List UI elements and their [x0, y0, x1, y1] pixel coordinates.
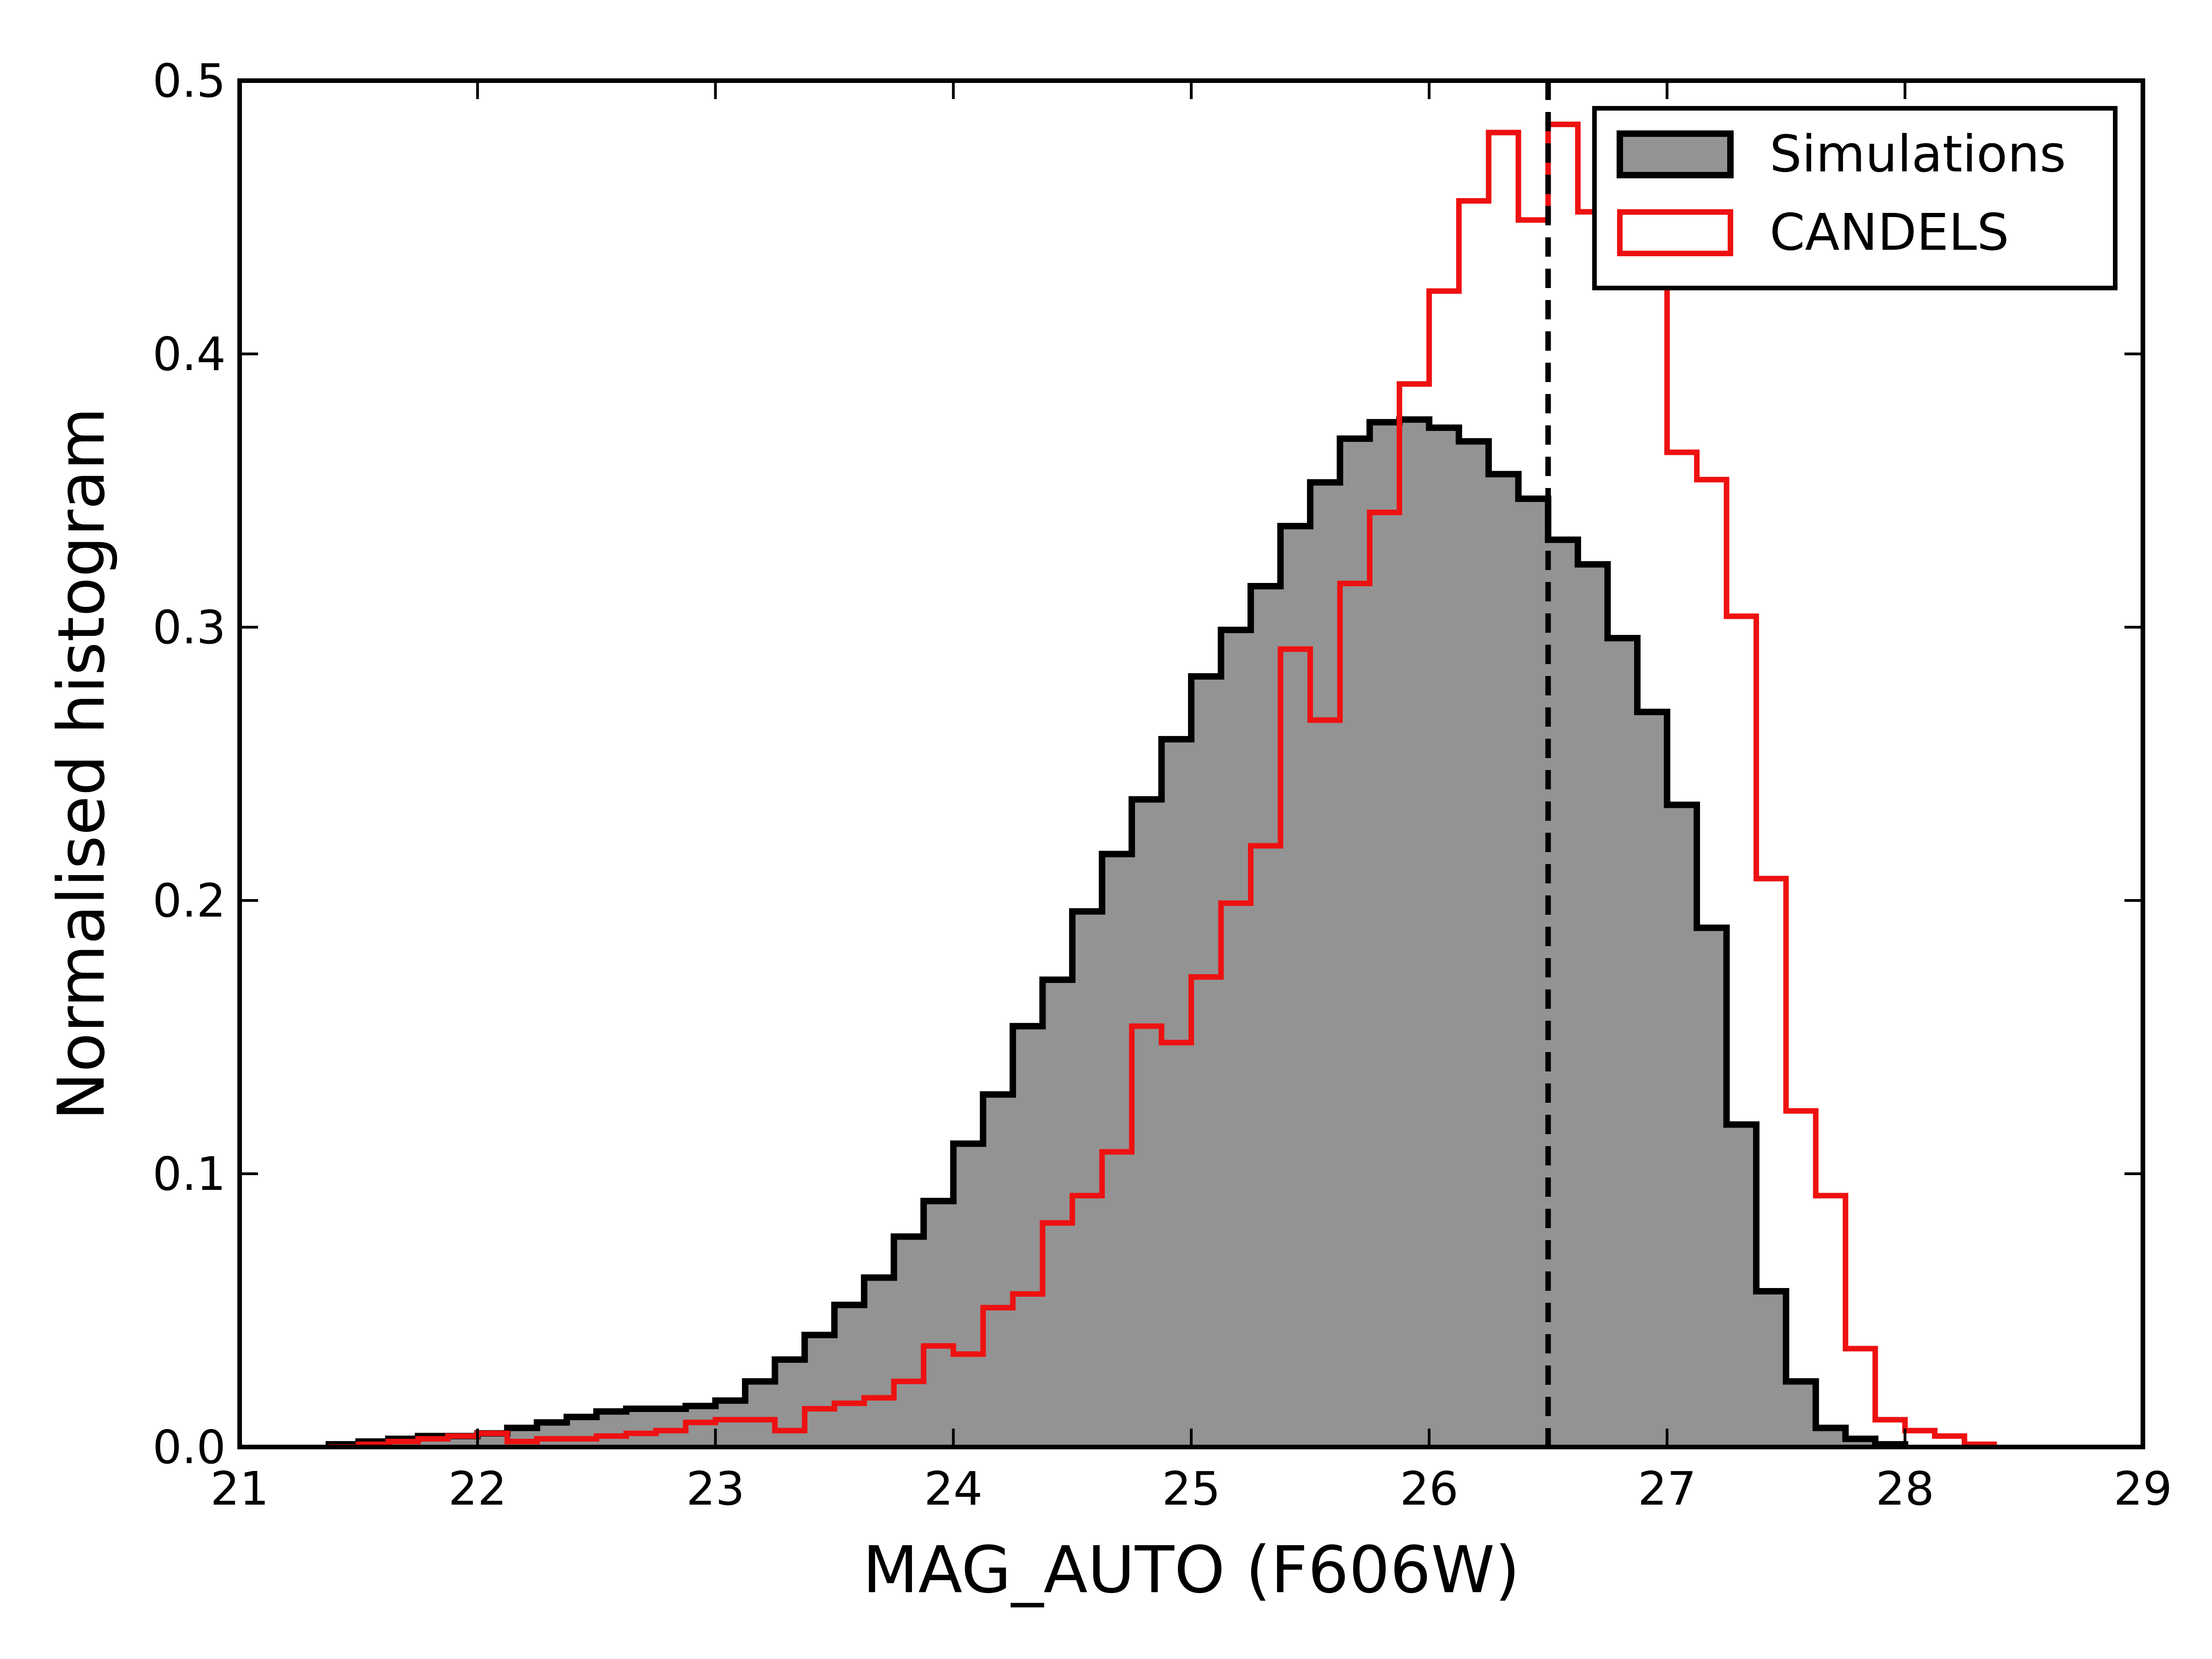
x-tick-label: 24 [924, 1462, 982, 1516]
x-tick-label: 21 [210, 1462, 269, 1516]
legend-swatch-simulations [1617, 130, 1734, 178]
x-tick-label: 28 [1876, 1462, 1934, 1516]
y-tick-label: 0.0 [153, 1420, 226, 1474]
x-tick-label: 26 [1400, 1462, 1459, 1516]
y-tick-label: 0.4 [153, 327, 226, 381]
x-tick-label: 23 [686, 1462, 745, 1516]
series-simulations-outline [325, 416, 1908, 1447]
plot-frame [237, 78, 2145, 1449]
legend-label-candels: CANDELS [1770, 203, 2009, 262]
series-simulations-fill [329, 419, 1905, 1447]
legend: Simulations CANDELS [1592, 106, 2118, 290]
plot-area [325, 81, 1997, 1447]
y-tick-label: 0.3 [153, 600, 226, 654]
x-tick-label: 29 [2113, 1462, 2172, 1516]
y-tick-label: 0.2 [153, 874, 226, 928]
x-tick-label: 25 [1162, 1462, 1220, 1516]
y-tick-label: 0.5 [153, 54, 226, 108]
x-axis-label: MAG_AUTO (F606W) [863, 1533, 1520, 1608]
axes: 21 22 23 24 25 26 27 28 29 0.0 0.1 0.2 0.3 0.4 0.5 [153, 54, 2172, 1516]
legend-swatch-candels [1617, 209, 1733, 256]
x-tick-label: 27 [1638, 1462, 1696, 1516]
x-tick-label: 22 [448, 1462, 507, 1516]
legend-label-simulations: Simulations [1770, 124, 2066, 183]
series-candels-step [329, 121, 1997, 1447]
y-tick-label: 0.1 [153, 1147, 226, 1201]
y-axis-label: Normalised histogram [44, 407, 119, 1121]
